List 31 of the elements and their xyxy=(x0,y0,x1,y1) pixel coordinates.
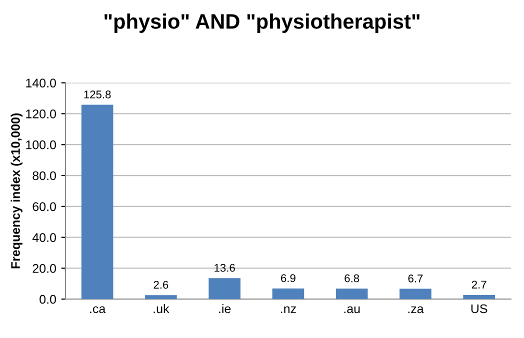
bar xyxy=(208,278,240,300)
y-axis-title: Frequency index (x10,000) xyxy=(10,113,22,268)
bar xyxy=(463,294,495,300)
x-tick-label: .ca xyxy=(90,306,106,314)
bar xyxy=(336,288,368,300)
y-tick-label: 40.0 xyxy=(32,233,56,242)
x-tick-label: US xyxy=(471,304,488,314)
y-tick-label: 80.0 xyxy=(32,171,56,180)
x-tick-label: .ie xyxy=(219,304,231,314)
data-label: 2.6 xyxy=(154,280,168,289)
bar xyxy=(272,288,304,300)
x-tick-label: .uk xyxy=(154,304,170,314)
data-label: 2.7 xyxy=(472,280,486,288)
data-label: 125.8 xyxy=(84,90,111,98)
y-tick-label: 20.0 xyxy=(32,264,56,273)
bar xyxy=(400,288,432,300)
bar xyxy=(81,104,114,300)
y-tick-label: 100.0 xyxy=(26,140,56,150)
x-tick-label: .za xyxy=(408,306,424,314)
y-tick-label: 0.0 xyxy=(40,294,56,304)
data-label: 13.6 xyxy=(214,264,235,272)
data-label: 6.7 xyxy=(408,274,423,282)
x-tick-label: .au xyxy=(344,306,360,314)
y-tick-label: 140.0 xyxy=(26,78,56,88)
x-tick-label: .nz xyxy=(281,306,296,314)
data-label: 6.8 xyxy=(344,274,360,282)
chart-title: "physio" AND "physiotherapist" xyxy=(104,14,420,33)
bar xyxy=(145,295,177,300)
data-label: 6.9 xyxy=(281,274,296,282)
y-tick-label: 60.0 xyxy=(32,202,56,212)
y-tick-label: 120.0 xyxy=(26,110,56,118)
